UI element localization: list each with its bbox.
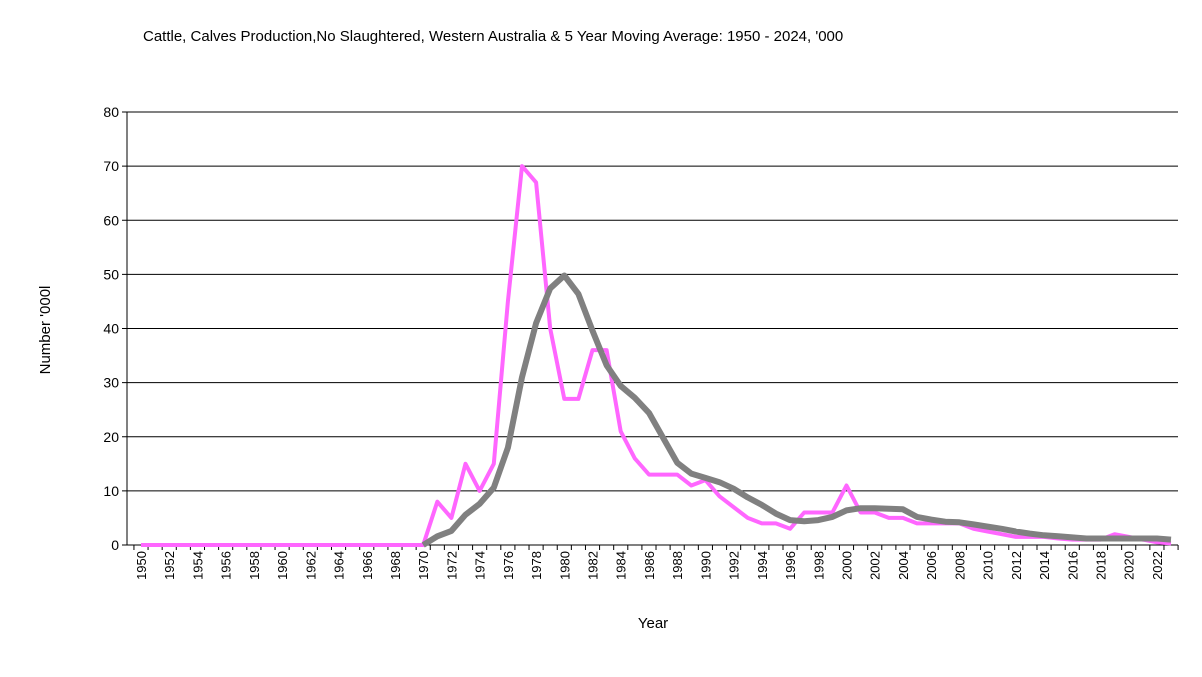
x-tick-label: 1988: [670, 551, 685, 580]
x-tick-label: 1994: [755, 551, 770, 580]
x-tick-label: 2012: [1009, 551, 1024, 580]
x-tick-label: 1990: [698, 551, 713, 580]
x-tick-label: 1954: [190, 551, 205, 580]
x-tick-label: 1992: [727, 551, 742, 580]
x-tick-label: 2020: [1122, 551, 1137, 580]
y-tick-label: 30: [103, 375, 119, 391]
y-tick-label: 10: [103, 483, 119, 499]
x-axis-label: Year: [638, 615, 668, 632]
x-tick-label: 1980: [557, 551, 572, 580]
x-tick-label: 1958: [247, 551, 262, 580]
x-tick-label: 2016: [1065, 551, 1080, 580]
y-tick-label: 50: [103, 266, 119, 282]
x-tick-label: 1974: [473, 551, 488, 580]
x-tick-label: 1998: [811, 551, 826, 580]
x-tick-label: 1960: [275, 551, 290, 580]
x-tick-label: 2002: [868, 551, 883, 580]
x-tick-label: 1976: [501, 551, 516, 580]
x-tick-label: 1956: [219, 551, 234, 580]
chart-title: Cattle, Calves Production,No Slaughtered…: [143, 28, 844, 45]
x-tick-label: 1986: [642, 551, 657, 580]
y-axis-label: Number '000l: [37, 286, 54, 375]
x-tick-label: 2014: [1037, 551, 1052, 580]
x-tick-label: 1950: [134, 551, 149, 580]
x-tick-label: 2000: [840, 551, 855, 580]
x-tick-label: 2010: [981, 551, 996, 580]
x-tick-label: 1962: [303, 551, 318, 580]
x-tick-label: 1964: [332, 551, 347, 580]
y-tick-label: 20: [103, 429, 119, 445]
x-tick-label: 1972: [444, 551, 459, 580]
x-tick-label: 1970: [416, 551, 431, 580]
y-tick-label: 0: [111, 537, 119, 553]
x-tick-label: 2008: [952, 551, 967, 580]
series-line-slaughtered: [141, 164, 1172, 547]
y-tick-label: 80: [103, 104, 119, 120]
x-tick-label: 1978: [529, 551, 544, 580]
y-tick-label: 40: [103, 321, 119, 337]
x-tick-label: 2018: [1093, 551, 1108, 580]
x-tick-label: 2022: [1150, 551, 1165, 580]
x-tick-label: 1952: [162, 551, 177, 580]
x-tick-label: 2006: [924, 551, 939, 580]
x-tick-label: 2004: [896, 551, 911, 580]
x-tick-label: 1982: [586, 551, 601, 580]
x-tick-label: 1996: [783, 551, 798, 580]
y-tick-label: 60: [103, 212, 119, 228]
x-tick-label: 1968: [388, 551, 403, 580]
x-tick-label: 1984: [614, 551, 629, 580]
x-tick-label: 1966: [360, 551, 375, 580]
y-tick-label: 70: [103, 158, 119, 174]
series-line-moving-average: [421, 272, 1172, 548]
